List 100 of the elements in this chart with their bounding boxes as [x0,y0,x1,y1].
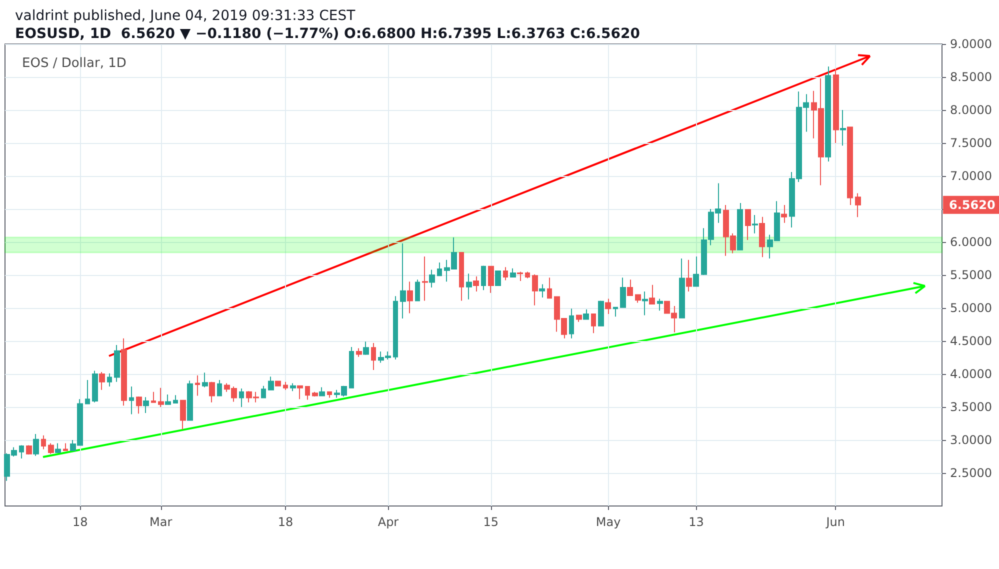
candlestick [261,385,266,398]
candlestick [202,372,208,388]
candlestick [158,387,164,408]
candlestick [165,394,171,405]
candlestick [737,202,743,250]
candlestick [41,434,46,450]
candlestick [613,306,618,318]
candlestick [855,192,861,218]
x-tick-label: Mar [150,515,172,529]
candlestick [143,396,149,414]
candlestick [481,265,486,291]
candlestick [649,284,655,305]
candlestick [151,391,156,403]
candlestick [693,256,699,287]
candlestick [583,308,589,320]
candlestick [173,394,178,404]
candlestick [136,396,142,414]
chart-subtitle: EOSUSD, 1D 6.5620 ▼ −0.1180 (−1.77%) O:6.6800 H:6.7395 L:6.3763 C:6.5620 [15,26,640,42]
candlestick [635,294,641,304]
candlestick [19,444,24,459]
candlestick [781,204,787,224]
candlestick [268,376,274,390]
candlestick [422,256,428,302]
candlestick [407,281,413,314]
candlestick [488,266,494,294]
candlestick [679,258,685,318]
candlestick [620,277,626,308]
y-tick-label: 3.5000 [950,400,992,414]
candlestick [26,444,32,456]
x-tick-label: 15 [483,515,499,529]
candlestick [825,66,831,162]
candlestick [371,342,376,371]
text: valdrint published, June 04, 2019 09:31:33 CEST [15,8,356,24]
candlestick [657,298,663,312]
candlestick [275,380,281,386]
candlestick [517,271,523,282]
y-tick-label: 7.0000 [950,169,992,183]
candlestick [503,266,508,281]
candlestick [569,308,574,339]
candlestick [466,273,472,300]
candlestick [598,300,604,326]
candlestick [393,296,398,360]
candlestick [415,279,420,302]
y-tick-label: 2.5000 [950,466,992,480]
candlestick [55,442,61,454]
candlestick [327,391,332,398]
candlestick [180,400,186,430]
candlestick [92,370,98,403]
candlestick [356,348,362,358]
candlestick [539,284,545,298]
candlestick [840,110,846,146]
candlestick [510,268,516,278]
x-tick-label: 18 [72,515,88,529]
candlestick [195,374,200,396]
candlestick [48,442,54,454]
y-tick-label: 3.0000 [950,433,992,447]
candlestick [297,385,303,400]
candlestick [833,68,839,144]
y-tick-label: 5.0000 [950,301,992,315]
x-tick-label: Apr [378,515,399,529]
candlestick [459,252,464,302]
candlestick [591,313,596,334]
candlestick [187,380,193,421]
candlestick [745,209,751,241]
y-tick-label: 5.5000 [950,268,992,282]
candlestick [85,379,90,404]
candlestick [290,382,296,392]
candlestick [283,381,288,390]
candlestick [114,344,120,382]
candlestick [547,277,552,299]
candlestick [319,386,325,396]
candlestick [129,386,134,415]
candlestick [759,216,765,258]
candlestick [63,442,68,452]
candlestick [121,338,127,406]
candlestick [349,346,354,388]
candlestick [209,381,215,403]
candlestick [642,291,648,316]
candlestick [107,372,112,388]
candlestick [312,391,318,397]
candlestick [605,298,611,314]
x-tick-label: 13 [688,515,704,529]
y-tick-label: 7.5000 [950,136,992,150]
candlestick [429,269,435,288]
y-tick-label: 6.0000 [950,235,992,249]
x-tick-label: May [596,515,621,529]
candlestick [752,214,758,234]
candlestick [525,271,530,279]
candlestick [532,274,538,306]
text: EOS / Dollar, 1D [22,56,126,71]
text: 6.5620 [949,198,996,212]
candlestick [99,372,105,390]
candlestick [686,259,692,292]
x-tick-label: Jun [825,515,846,529]
candlestick [473,276,479,292]
candlestick [305,386,310,400]
candlestick [363,341,369,356]
y-tick-label: 8.0000 [950,103,992,117]
y-tick-label: 4.5000 [950,334,992,348]
y-tick-label: 9.0000 [950,37,992,51]
